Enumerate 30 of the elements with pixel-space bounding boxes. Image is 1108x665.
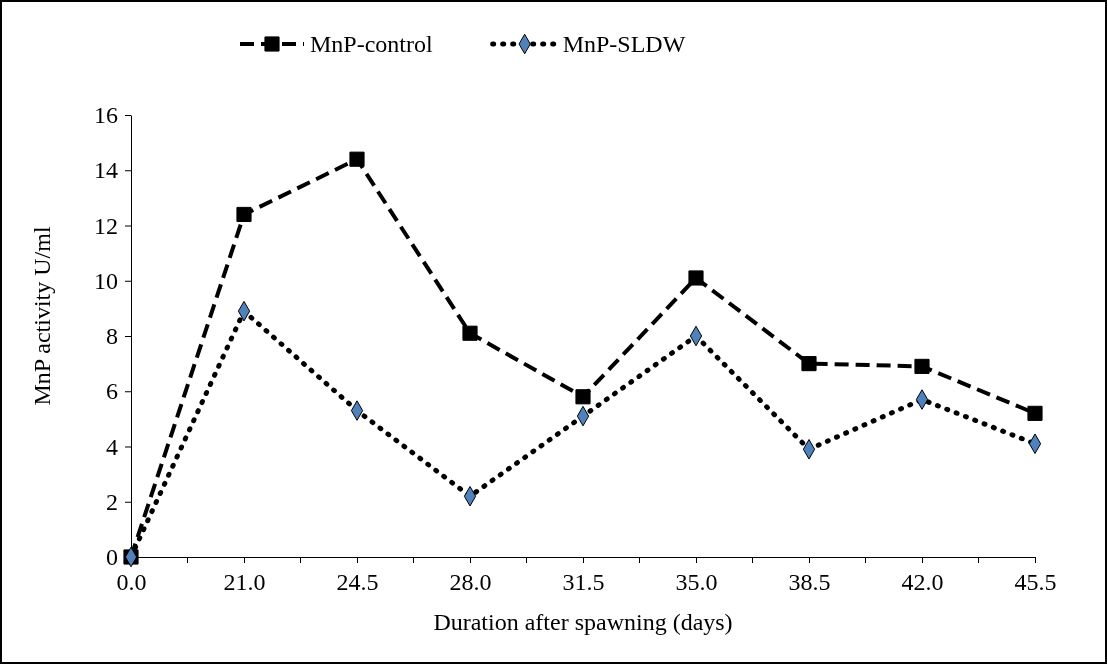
point xyxy=(801,356,817,372)
point xyxy=(575,389,591,405)
x-tick-label: 21.0 xyxy=(223,569,266,595)
point xyxy=(914,358,930,374)
point xyxy=(349,151,365,167)
legend-label: MnP-control xyxy=(310,31,433,57)
point xyxy=(236,206,252,223)
y-tick-label: 10 xyxy=(94,267,118,294)
x-tick-label: 38.5 xyxy=(788,569,831,595)
x-tick-label: 42.0 xyxy=(901,569,944,595)
point xyxy=(688,270,704,286)
x-tick-label: 35.0 xyxy=(675,569,718,595)
y-tick-label: 2 xyxy=(106,488,118,515)
y-tick-label: 14 xyxy=(94,157,118,184)
y-tick-label: 4 xyxy=(106,433,118,460)
point xyxy=(1027,405,1043,421)
x-tick-label: 0.0 xyxy=(116,569,147,595)
y-axis-title: MnP activity U/ml xyxy=(29,226,55,406)
y-tick-label: 12 xyxy=(94,212,118,239)
legend-label: MnP-SLDW xyxy=(562,31,686,57)
y-tick-label: 0 xyxy=(106,544,118,571)
x-tick-label: 31.5 xyxy=(562,569,605,595)
x-tick-label: 24.5 xyxy=(336,569,379,595)
x-tick-label: 28.0 xyxy=(449,569,492,595)
y-tick-label: 16 xyxy=(94,102,118,129)
y-tick-label: 6 xyxy=(106,378,118,405)
point xyxy=(462,325,478,341)
x-tick-label: 45.5 xyxy=(1014,569,1057,595)
y-tick-label: 8 xyxy=(106,323,118,350)
x-axis-title: Duration after spawning (days) xyxy=(433,609,733,635)
